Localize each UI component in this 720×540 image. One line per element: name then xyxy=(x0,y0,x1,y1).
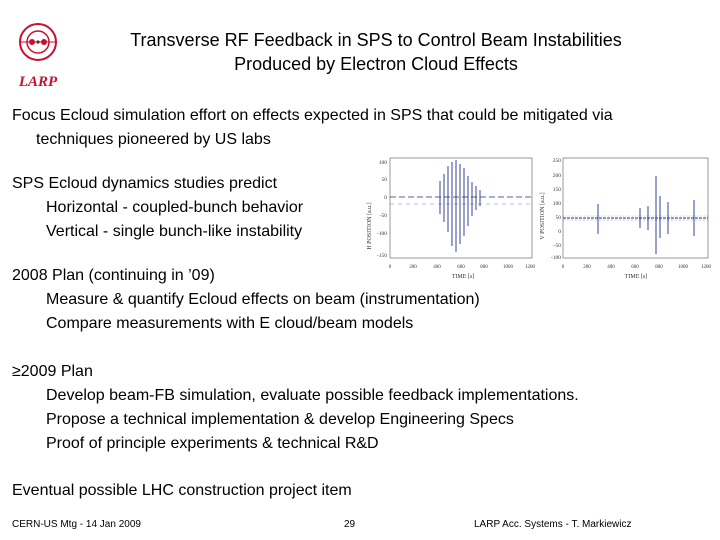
footer-meeting: CERN-US Mtg - 14 Jan 2009 xyxy=(12,519,141,530)
left-xtick: 1000 xyxy=(503,265,514,270)
right-xtick: 600 xyxy=(631,265,639,270)
dynamics-bullet: SPS Ecloud dynamics studies predict Hori… xyxy=(12,172,303,244)
right-xtick: 400 xyxy=(607,265,615,270)
right-ytick: 250 xyxy=(553,158,562,164)
left-ytick: -50 xyxy=(380,213,388,219)
left-plot-ylabel: H POSITION [a.u.] xyxy=(367,202,373,249)
left-xtick: 200 xyxy=(409,265,417,270)
dynamics-heading: SPS Ecloud dynamics studies predict xyxy=(12,175,278,192)
plan-2009-item-develop: Develop beam-FB simulation, evaluate pos… xyxy=(46,387,579,404)
left-ytick: -100 xyxy=(377,231,387,237)
right-ytick: 0 xyxy=(558,229,561,235)
left-ytick: -150 xyxy=(377,253,387,259)
dynamics-item-vertical: Vertical - single bunch-like instability xyxy=(46,223,303,240)
right-ytick: -100 xyxy=(551,255,561,261)
left-ytick: 100 xyxy=(379,160,388,166)
footer-page-number: 29 xyxy=(344,519,356,530)
right-ytick: 200 xyxy=(553,173,562,179)
left-xtick: 600 xyxy=(457,265,465,270)
right-xtick: 1000 xyxy=(678,265,689,270)
left-xtick: 0 xyxy=(389,265,392,270)
right-ytick: 100 xyxy=(553,201,562,207)
intro-bullet: Focus Ecloud simulation effort on effect… xyxy=(12,104,613,152)
plan-2009-bullet: ≥2009 Plan Develop beam-FB simulation, e… xyxy=(12,360,579,456)
vertical-position-plot: V POSITION [a.u.] 250 200 150 100 50 0 -… xyxy=(536,156,712,282)
plan-2009-heading: ≥2009 Plan xyxy=(12,363,93,380)
left-xtick: 1200 xyxy=(525,265,536,270)
right-plot-xlabel: TIME [s] xyxy=(625,274,648,280)
plan-2008-item-measure: Measure & quantify Ecloud effects on bea… xyxy=(46,291,480,308)
right-xtick: 800 xyxy=(655,265,663,270)
left-ytick: 50 xyxy=(382,177,388,183)
dynamics-item-horizontal: Horizontal - coupled-bunch behavior xyxy=(46,199,304,216)
right-xtick: 1200 xyxy=(701,265,712,270)
right-ytick: 50 xyxy=(556,215,562,221)
title-line-1: Transverse RF Feedback in SPS to Control… xyxy=(130,30,622,50)
slide-title: Transverse RF Feedback in SPS to Control… xyxy=(66,28,686,76)
right-ytick: -50 xyxy=(554,243,562,249)
left-xtick: 400 xyxy=(433,265,441,270)
right-ytick: 150 xyxy=(553,187,562,193)
left-xtick: 800 xyxy=(480,265,488,270)
right-plot-ylabel: V POSITION [a.u.] xyxy=(540,192,546,239)
plan-2009-item-proof: Proof of principle experiments & technic… xyxy=(46,435,379,452)
title-line-2: Produced by Electron Cloud Effects xyxy=(234,54,518,74)
plan-2008-heading: 2008 Plan (continuing in ’09) xyxy=(12,267,215,284)
left-plot-xlabel: TIME [s] xyxy=(452,274,475,280)
right-xtick: 200 xyxy=(583,265,591,270)
plan-2008-item-compare: Compare measurements with E cloud/beam m… xyxy=(46,315,414,332)
left-ytick: 0 xyxy=(384,195,387,201)
right-xtick: 0 xyxy=(562,265,565,270)
intro-line-2: techniques pioneered by US labs xyxy=(36,131,271,148)
horizontal-position-plot: H POSITION [a.u.] 100 50 0 -50 -100 -150 xyxy=(360,156,536,282)
eventual-bullet: Eventual possible LHC construction proje… xyxy=(12,482,352,499)
larp-emblem-icon: LARP xyxy=(18,23,58,90)
plan-2008-bullet: 2008 Plan (continuing in ’09) Measure & … xyxy=(12,264,480,336)
intro-line-1: Focus Ecloud simulation effort on effect… xyxy=(12,107,613,124)
larp-logo-text: LARP xyxy=(18,74,58,90)
footer-author: LARP Acc. Systems - T. Markiewicz xyxy=(474,519,632,530)
plan-2009-item-propose: Propose a technical implementation & dev… xyxy=(46,411,514,428)
larp-logo: LARP xyxy=(14,12,62,92)
